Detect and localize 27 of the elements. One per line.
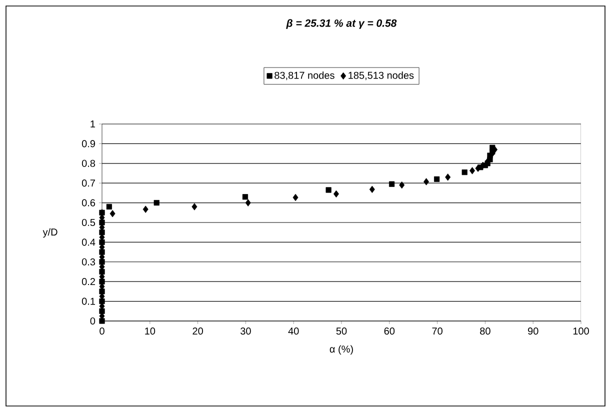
y-tick-label: 0.2: [82, 278, 95, 286]
x-tick-label: 100: [573, 328, 589, 335]
y-tick-label: 0: [90, 317, 96, 325]
legend-label: 83,817 nodes: [274, 72, 334, 80]
legend-label: 185,513 nodes: [348, 72, 414, 80]
x-tick-label: 0: [100, 328, 104, 335]
x-tick-label: 40: [288, 328, 299, 335]
x-tick-label: 90: [528, 328, 538, 335]
x-tick-label: 80: [480, 328, 490, 335]
y-tick-label: 0.8: [82, 160, 96, 167]
y-tick-label: 0.1: [82, 298, 95, 305]
x-tick-label: 70: [432, 328, 442, 335]
y-tick-label: 0.9: [82, 140, 96, 148]
y-tick-label: 0.7: [82, 180, 95, 187]
y-axis-title: y/D: [42, 228, 58, 238]
x-tick-label: 20: [192, 328, 203, 335]
x-tick-label: 60: [384, 328, 395, 335]
x-tick-label: 30: [240, 328, 251, 335]
y-tick-label: 0.3: [82, 258, 96, 266]
x-tick-label: 50: [336, 328, 347, 335]
chart-title: β = 25.31 % at γ = 0.58: [286, 19, 397, 29]
y-tick-label: 1: [90, 120, 95, 128]
y-tick-label: 0.6: [82, 199, 96, 206]
y-tick-label: 0.4: [82, 238, 96, 246]
y-tick-label: 0.5: [82, 218, 96, 226]
x-tick-label: 10: [145, 328, 156, 335]
x-axis-title: α (%): [330, 345, 353, 355]
